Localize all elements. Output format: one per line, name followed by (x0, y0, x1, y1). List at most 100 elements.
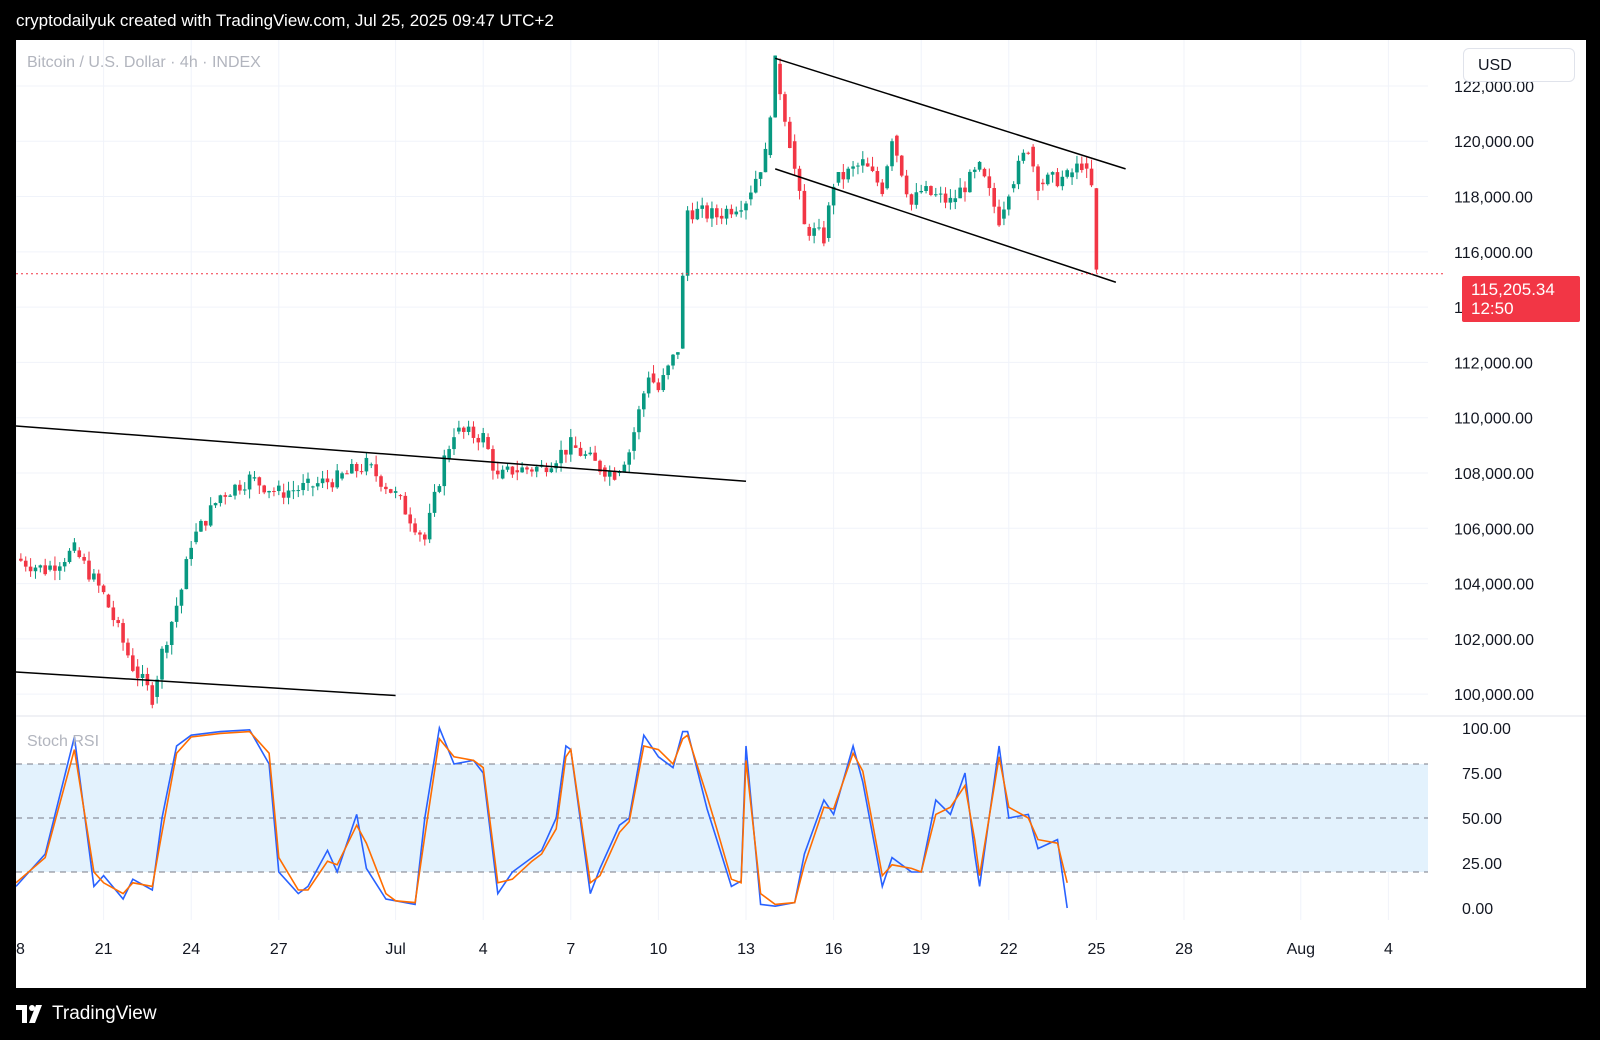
candle-body (549, 468, 554, 473)
symbol-legend-title: Bitcoin / U.S. Dollar · 4h · INDEX (27, 54, 261, 71)
candle-body (1041, 182, 1045, 185)
candle-body (831, 186, 836, 206)
candle-body (919, 190, 923, 193)
candle-body (715, 208, 719, 218)
candle-body (953, 198, 958, 203)
candle-body (822, 227, 826, 244)
candle-body (724, 208, 729, 219)
candle-body (656, 382, 661, 391)
time-axis-tick: 28 (1175, 941, 1193, 958)
candle-body (325, 478, 330, 483)
candle-body (958, 187, 962, 199)
candle-body (491, 449, 495, 471)
candle-body (111, 607, 116, 621)
candle-body (904, 175, 909, 195)
candle-body (880, 182, 885, 195)
candle-body (899, 155, 904, 176)
candle-body (388, 489, 393, 493)
stoch-axis-tick: 0.00 (1462, 901, 1493, 918)
candle-body (101, 585, 106, 593)
time-axis-tick: 7 (566, 941, 575, 958)
candle-body (1016, 160, 1021, 185)
candle-body (223, 495, 228, 497)
candle-body (934, 194, 938, 196)
candle-body (1045, 174, 1050, 185)
price-axis-tick: 118,000.00 (1454, 190, 1533, 207)
candle-body (340, 473, 344, 479)
candle-body (700, 205, 704, 209)
candle-body (807, 226, 812, 236)
stoch-axis-tick: 25.00 (1462, 856, 1502, 873)
candle-body (1084, 163, 1089, 169)
candle-body (291, 490, 296, 492)
candle-body (680, 275, 685, 349)
candle-body (238, 484, 242, 491)
candle-body (841, 172, 846, 180)
candle-body (685, 210, 690, 276)
chart-canvas[interactable]: 122,000.00 120,000.00 118,000.00 116,000.00… (16, 40, 1586, 988)
candle-body (43, 565, 47, 575)
candle-body (583, 454, 588, 456)
candle-body (126, 642, 130, 656)
candle-body (788, 121, 792, 148)
candle-body (963, 187, 967, 193)
candle-body (515, 470, 520, 473)
chart-panel[interactable]: 122,000.00 120,000.00 118,000.00 116,000.00… (16, 40, 1586, 988)
time-axis-tick: 27 (270, 941, 288, 958)
candle-body (972, 169, 977, 172)
stoch-rsi-line (16, 730, 1068, 906)
candle-body (33, 567, 38, 572)
stoch-rsi-title: Stoch RSI (27, 733, 100, 750)
candle-body (432, 491, 437, 513)
candle-body (739, 210, 743, 212)
candle-body (466, 426, 471, 432)
candle-body (228, 495, 232, 497)
candle-body (622, 464, 627, 472)
candle-body (865, 163, 870, 167)
candle-body (929, 186, 933, 195)
candle-body (637, 409, 641, 433)
candle-body (160, 648, 164, 680)
time-axis-tick: 4 (479, 941, 488, 958)
currency-button[interactable]: USD (1463, 48, 1575, 82)
candle-body (690, 210, 695, 220)
candle-body (247, 474, 252, 490)
candle-body (121, 623, 125, 643)
candle-body (603, 467, 607, 477)
candle-body (306, 478, 310, 483)
candle-body (802, 190, 807, 225)
candle-body (1036, 166, 1040, 191)
candle-body (938, 193, 943, 195)
candle-body (359, 471, 364, 473)
candle-body (408, 514, 412, 524)
candle-body (150, 685, 155, 705)
candle-body (554, 463, 558, 469)
candle-body (77, 550, 82, 558)
candle-body (277, 485, 281, 492)
candle-body (140, 673, 145, 678)
candle-body (826, 205, 831, 238)
candle-body (179, 589, 184, 606)
candle-body (627, 452, 631, 465)
candle-body (530, 469, 534, 472)
candle-body (992, 188, 996, 207)
candle-body (393, 491, 398, 493)
tradingview-logo-icon (16, 1005, 42, 1023)
candle-body (87, 560, 91, 580)
candle-body (783, 94, 787, 122)
candle-body (773, 55, 777, 118)
candle-body (632, 432, 636, 451)
candle-body (131, 655, 135, 671)
candle-body (184, 559, 189, 590)
stoch-axis-tick: 100.00 (1462, 721, 1511, 738)
time-axis-tick: 10 (650, 941, 668, 958)
price-axis-tick: 102,000.00 (1454, 632, 1534, 649)
candle-body (461, 427, 466, 432)
candle-body (1011, 184, 1016, 189)
candle-body (1070, 172, 1074, 178)
candle-body (447, 449, 451, 460)
candle-body (48, 565, 52, 570)
candle-body (320, 478, 325, 484)
price-axis-tick: 110,000.00 (1454, 411, 1533, 428)
candle-body (471, 426, 476, 438)
